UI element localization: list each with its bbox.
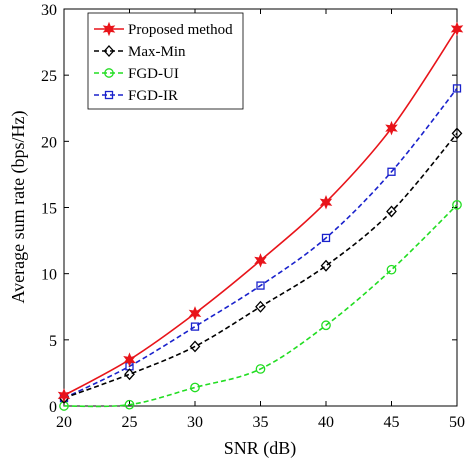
data-point	[319, 194, 333, 210]
x-tick-label: 45	[384, 414, 400, 431]
y-tick-label: 10	[41, 267, 57, 284]
legend-marker	[103, 45, 115, 57]
legend-label: FGD-IR	[128, 88, 178, 104]
data-point	[452, 84, 462, 93]
y-tick-label: 0	[49, 399, 57, 416]
data-point	[256, 281, 265, 290]
data-point	[57, 388, 71, 403]
data-point	[188, 306, 202, 321]
y-tick-label: 30	[41, 2, 57, 19]
data-point	[124, 399, 135, 410]
x-axis-label: SNR (dB)	[224, 438, 297, 459]
data-point	[321, 233, 331, 243]
y-tick-label: 20	[41, 134, 57, 151]
tick-layer: 20 25 30 35 40 45 50 0 5 10 15 20 25 30	[41, 2, 465, 431]
data-point	[321, 320, 331, 331]
x-tick-label: 50	[449, 414, 465, 431]
data-point	[320, 259, 332, 272]
legend: Proposed method Max-Min FGD-UI FGD-IR	[87, 12, 244, 110]
x-tick-label: 30	[187, 414, 203, 431]
data-point	[385, 120, 398, 136]
x-tick-label: 35	[253, 414, 269, 431]
x-tick-label: 40	[318, 414, 334, 431]
y-tick-label: 25	[41, 68, 57, 85]
x-tick-label: 25	[122, 414, 138, 431]
data-point	[255, 300, 266, 313]
series-proposed-method	[57, 21, 464, 403]
series-layer	[57, 21, 464, 411]
data-point	[451, 127, 463, 140]
y-tick-label: 15	[41, 201, 57, 218]
y-axis-label: Average sum rate (bps/Hz)	[8, 110, 29, 303]
data-point	[255, 364, 266, 374]
y-tick-label: 5	[49, 333, 57, 350]
data-point	[452, 200, 462, 210]
data-point	[254, 253, 267, 268]
legend-marker	[102, 21, 116, 37]
series-line	[63, 132, 458, 399]
legend-label: FGD-UI	[128, 66, 179, 82]
legend-marker	[104, 90, 114, 100]
data-point	[450, 21, 464, 37]
series-line	[63, 204, 458, 408]
data-point	[123, 352, 136, 367]
legend-marker	[104, 68, 114, 78]
legend-label: Proposed method	[128, 22, 233, 38]
data-point	[124, 368, 135, 381]
data-point	[386, 205, 397, 218]
x-tick-label: 20	[56, 414, 72, 431]
data-point	[189, 340, 201, 353]
data-point	[387, 167, 396, 176]
legend-label: Max-Min	[128, 44, 186, 60]
data-point	[190, 322, 200, 331]
data-point	[386, 264, 397, 275]
data-point	[190, 382, 200, 393]
